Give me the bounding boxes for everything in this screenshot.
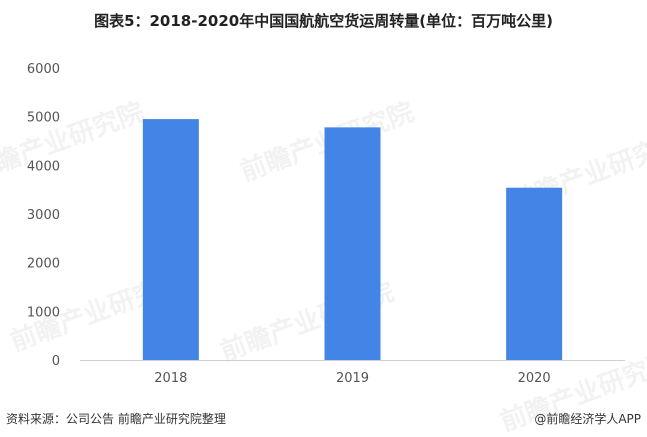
source-note: 资料来源：公司公告 前瞻产业研究院整理 <box>6 412 226 426</box>
x-tick-label: 2020 <box>518 371 551 386</box>
bars <box>142 119 563 360</box>
y-tick-label: 1000 <box>27 305 60 320</box>
y-tick-label: 4000 <box>27 159 60 174</box>
y-tick-label: 5000 <box>27 111 60 126</box>
chart-title: 图表5：2018-2020年中国国航航空货运周转量(单位：百万吨公里) <box>94 12 553 30</box>
bar-2020 <box>506 187 563 360</box>
y-tick-label: 0 <box>52 354 60 369</box>
bar-2019 <box>324 127 381 360</box>
y-tick-label: 6000 <box>27 62 60 77</box>
y-tick-label: 3000 <box>27 208 60 223</box>
brand-credit: @前瞻经济学人APP <box>534 412 641 426</box>
watermark-text: 前瞻产业研究院 <box>0 96 148 187</box>
y-tick-label: 2000 <box>27 257 60 272</box>
bar-2018 <box>142 119 199 360</box>
x-tick-label: 2019 <box>336 371 369 386</box>
tick-labels: 0 1000 2000 3000 4000 5000 6000 2018 2019 2020 <box>27 62 551 386</box>
x-tick-label: 2018 <box>154 371 187 386</box>
